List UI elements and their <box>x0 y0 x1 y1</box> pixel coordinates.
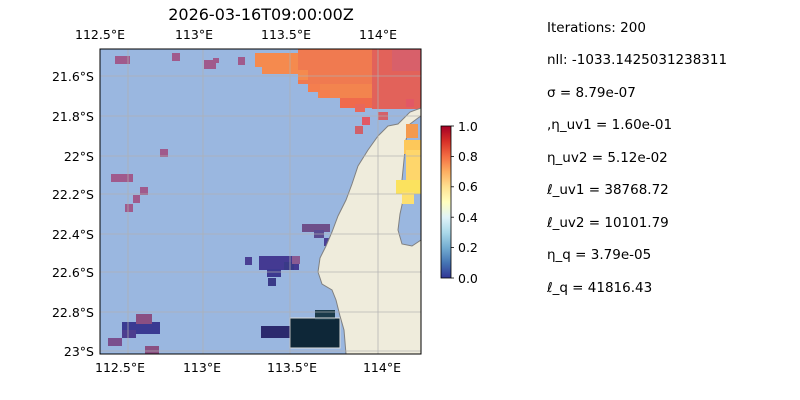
lat-tick-label: 22.8°S <box>52 305 94 320</box>
colorbar: 0.0 0.2 0.4 0.6 0.8 1.0 <box>440 119 478 286</box>
lat-tick-label: 22.2°S <box>52 187 94 202</box>
colorbar-tick-label: 0.8 <box>458 149 478 164</box>
lon-tick-label: 114°E <box>359 27 397 42</box>
lon-tick-label: 112.5°E <box>95 360 145 375</box>
lat-tick-label: 23°S <box>64 344 94 359</box>
lat-tick-label: 22.4°S <box>52 227 94 242</box>
lat-tick-label: 22°S <box>64 149 94 164</box>
map-title: 2026-03-16T09:00:00Z <box>168 5 354 24</box>
field-patch-southwest <box>108 314 160 354</box>
lon-tick-label: 114°E <box>363 360 401 375</box>
colorbar-gradient <box>440 125 452 279</box>
lat-tick-label: 22.6°S <box>52 265 94 280</box>
lon-ticks-bottom: 112.5°E 113°E 113.5°E 114°E <box>95 360 401 375</box>
stat-ell-uv1: ℓ_uv1 = 38768.72 <box>547 182 669 198</box>
colorbar-tick-label: 0.6 <box>458 179 478 194</box>
lat-ticks: 21.6°S 21.8°S 22°S 22.2°S 22.4°S 22.6°S … <box>52 69 94 359</box>
stat-ell-uv2: ℓ_uv2 = 10101.79 <box>547 215 669 231</box>
lon-tick-label: 113°E <box>183 360 221 375</box>
stat-ell-q: ℓ_q = 41816.43 <box>547 280 653 296</box>
colorbar-tick-label: 0.0 <box>458 271 478 286</box>
stat-nll: nll: -1033.1425031238311 <box>547 52 728 68</box>
stat-iterations: Iterations: 200 <box>547 20 646 36</box>
field-patch-south <box>261 310 341 349</box>
lat-tick-label: 21.6°S <box>52 69 94 84</box>
colorbar-tick-label: 0.4 <box>458 210 478 225</box>
lon-tick-label: 112.5°E <box>75 27 125 42</box>
colorbar-tick-label: 1.0 <box>458 119 478 134</box>
lon-ticks-top: 112.5°E 113°E 113.5°E 114°E <box>75 27 397 42</box>
lon-tick-label: 113.5°E <box>261 27 311 42</box>
lat-tick-label: 21.8°S <box>52 109 94 124</box>
stat-sigma: σ = 8.79e-07 <box>547 85 636 101</box>
map-panel <box>99 48 422 355</box>
field-scattered-cells <box>111 53 245 212</box>
lon-tick-label: 113.5°E <box>267 360 317 375</box>
map-frame <box>99 48 422 355</box>
land <box>317 107 421 354</box>
stat-eta-uv2: η_uv2 = 5.12e-02 <box>547 150 668 166</box>
stat-eta-q: η_q = 3.79e-05 <box>547 247 652 263</box>
stat-eta-uv1: ,η_uv1 = 1.60e-01 <box>547 117 673 133</box>
colorbar-tick-label: 0.2 <box>458 240 478 255</box>
lon-tick-label: 113°E <box>175 27 213 42</box>
gridlines <box>100 49 421 354</box>
field-patch-coast <box>396 124 421 204</box>
field-patch-northeast <box>255 49 421 134</box>
